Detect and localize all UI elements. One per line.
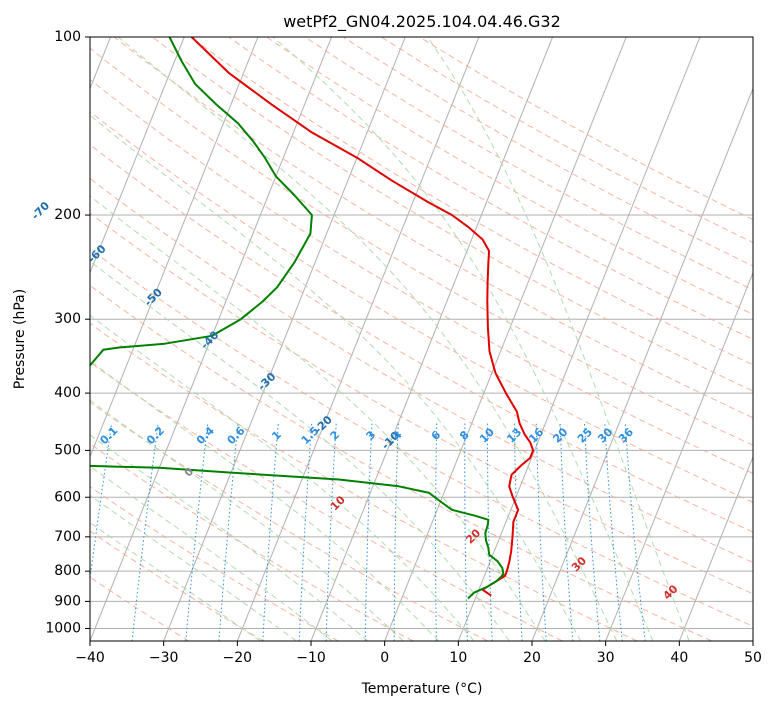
background-lines bbox=[90, 37, 753, 641]
x-tick-label: 40 bbox=[670, 650, 688, 666]
moist-adiabat-line bbox=[90, 260, 510, 641]
y-tick-label: 1000 bbox=[45, 620, 81, 636]
y-tick-label: 100 bbox=[54, 29, 81, 45]
moist-adiabat-line bbox=[90, 521, 261, 641]
moist-adiabat-line bbox=[272, 37, 654, 641]
isotherm-line bbox=[678, 455, 753, 641]
x-tick-label: 20 bbox=[523, 650, 541, 666]
moist-adiabat-line bbox=[90, 314, 475, 641]
x-tick-label: 0 bbox=[380, 650, 389, 666]
y-tick-label: 400 bbox=[54, 385, 81, 401]
moist-adiabat-line bbox=[90, 399, 404, 641]
x-tick-label: −20 bbox=[223, 650, 253, 666]
x-tick-label: 30 bbox=[597, 650, 615, 666]
isotherm-line bbox=[605, 271, 753, 641]
y-tick-label: 800 bbox=[54, 563, 81, 579]
moist-adiabat-line bbox=[427, 37, 690, 641]
x-tick-label: −10 bbox=[296, 650, 326, 666]
plot-frame bbox=[89, 36, 754, 642]
moist-adiabat-line bbox=[90, 195, 546, 641]
dry-adiabat-line bbox=[90, 177, 753, 564]
isotherm-line bbox=[236, 37, 480, 641]
dry-adiabat-line bbox=[90, 322, 638, 641]
y-axis-label: Pressure (hPa) bbox=[12, 289, 28, 389]
isotherm-line bbox=[163, 37, 406, 641]
isotherm-line bbox=[90, 37, 185, 275]
dry-adiabat-line bbox=[304, 37, 753, 291]
isotherm-line bbox=[531, 87, 753, 641]
dewpoint-profile-line bbox=[90, 37, 505, 600]
chart-title: wetPf2_GN04.2025.104.04.46.G32 bbox=[283, 12, 561, 32]
y-tick-label: 200 bbox=[54, 207, 81, 223]
moist-adiabat-line bbox=[90, 465, 333, 641]
dry-adiabat-line bbox=[90, 443, 414, 641]
moist-adiabat-line bbox=[117, 37, 618, 641]
x-tick-label: 50 bbox=[744, 650, 762, 666]
moist-adiabat-line bbox=[90, 114, 582, 641]
y-tick-label: 500 bbox=[54, 442, 81, 458]
dry-adiabat-line bbox=[90, 486, 339, 641]
dry-adiabat-line bbox=[90, 248, 753, 627]
isotherm-line bbox=[457, 37, 701, 641]
dry-adiabat-line bbox=[90, 530, 264, 641]
dry-adiabat-line bbox=[90, 212, 753, 595]
dry-adiabat-line bbox=[90, 144, 753, 533]
dry-adiabat-line bbox=[113, 37, 753, 419]
moist-adiabat-line bbox=[90, 494, 297, 641]
dry-adiabat-line bbox=[266, 37, 753, 315]
isotherm-line bbox=[90, 37, 259, 459]
dry-adiabat-line bbox=[90, 284, 712, 641]
y-tick-label: 900 bbox=[54, 593, 81, 609]
dry-adiabat-line bbox=[90, 111, 753, 503]
dry-adiabat-line bbox=[90, 401, 488, 641]
moist-adiabat-line bbox=[90, 360, 439, 641]
y-tick-label: 700 bbox=[54, 529, 81, 545]
axes: −40 −30 −20 −10 0 10 20 30 40 50 100 200 300 400 500 60… bbox=[45, 29, 762, 666]
y-tick-label: 600 bbox=[54, 489, 81, 505]
dry-adiabat-line bbox=[90, 361, 563, 641]
x-axis-label: Temperature (°C) bbox=[361, 681, 483, 697]
temperature-profile-line bbox=[190, 37, 535, 597]
y-tick-label: 300 bbox=[54, 311, 81, 327]
x-tick-label: −30 bbox=[149, 650, 179, 666]
x-tick-label: −40 bbox=[75, 650, 105, 666]
dry-adiabat-line bbox=[152, 37, 753, 392]
isotherm-line bbox=[90, 37, 333, 641]
profile-lines bbox=[90, 37, 535, 600]
x-tick-label: 10 bbox=[449, 650, 467, 666]
isotherm-line bbox=[384, 37, 627, 641]
